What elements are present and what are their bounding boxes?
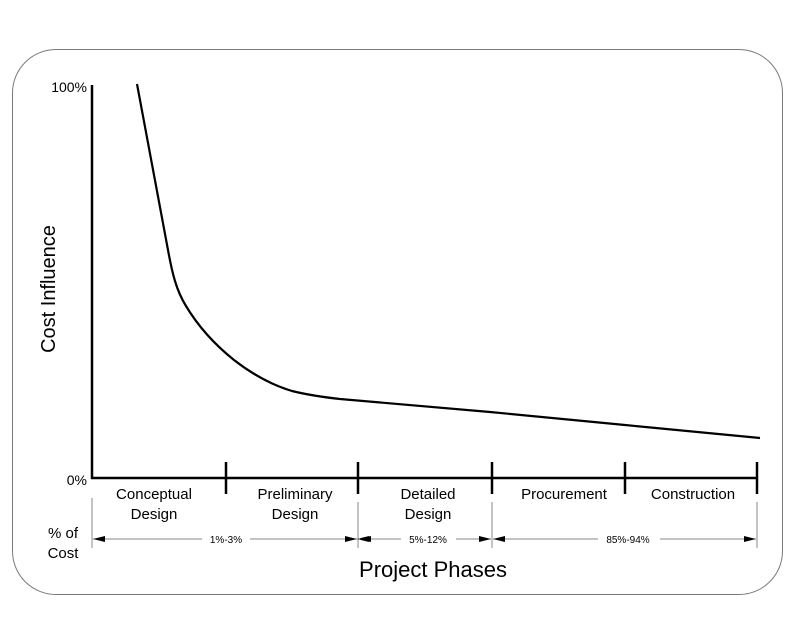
arrowheads-right <box>345 536 756 542</box>
cost-influence-curve <box>135 83 761 440</box>
x-axis-label: Project Phases <box>359 557 507 582</box>
y-tick-0: 0% <box>67 472 87 488</box>
phase-label-procurement: Procurement <box>521 486 608 503</box>
cost-range-1-label: 1%-3% <box>210 535 242 546</box>
cost-range-3-label: 85%-94% <box>606 535 649 546</box>
cost-label-line1: % of <box>48 525 79 542</box>
cost-range-3: 85%-94% <box>493 535 756 546</box>
phase-label-conceptual: Conceptual <box>116 486 192 503</box>
phase-label-conceptual-2: Design <box>131 506 178 523</box>
phase-ticks <box>224 462 759 494</box>
phase-label-detailed: Detailed <box>400 486 455 503</box>
phase-labels: Conceptual Design Preliminary Design Det… <box>116 486 735 523</box>
cost-range-2: 5%-12% <box>359 535 491 546</box>
diagram-frame <box>12 49 783 595</box>
phase-label-preliminary-2: Design <box>272 506 319 523</box>
phase-label-preliminary: Preliminary <box>257 486 333 503</box>
phase-label-detailed-2: Design <box>405 506 452 523</box>
phase-label-construction: Construction <box>651 486 735 503</box>
y-tick-100: 100% <box>51 79 87 95</box>
cost-label-line2: Cost <box>48 545 80 562</box>
y-axis-label: Cost Influence <box>38 225 60 353</box>
cost-range-2-label: 5%-12% <box>409 535 447 546</box>
cost-range-1: 1%-3% <box>93 535 369 546</box>
